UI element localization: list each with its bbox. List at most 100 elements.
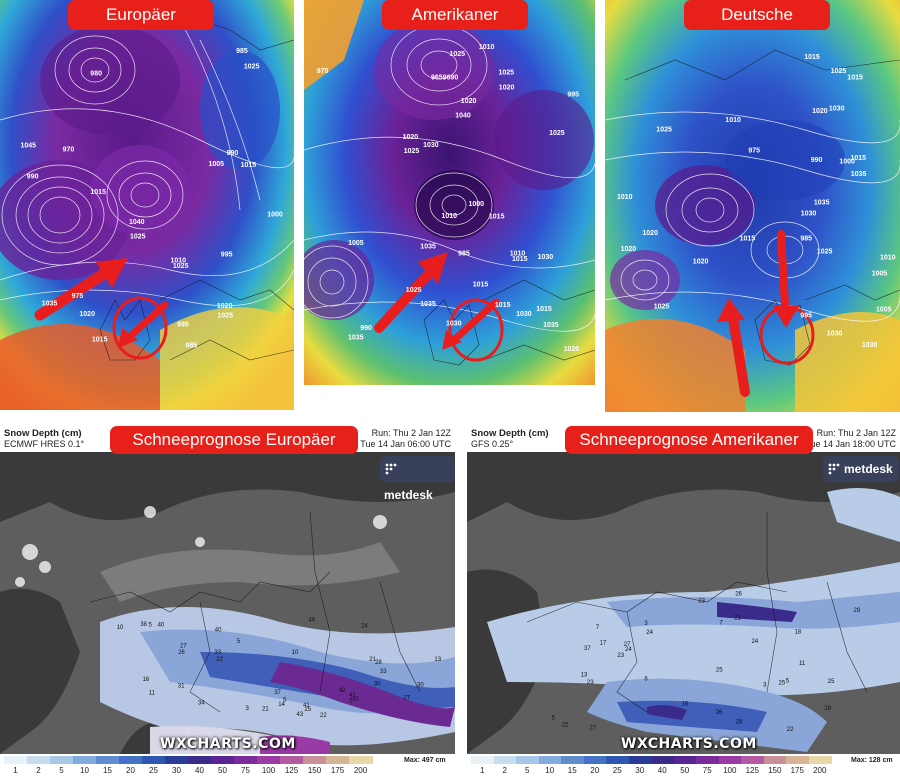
red-arrow-3 xyxy=(374,252,448,333)
america-isobar-label-31: 1035 xyxy=(420,244,436,251)
snow-right-value-11: 29 xyxy=(854,608,861,614)
snow-right-colorbar-ticks: 1 2 5 10 15 20 25 30 40 50 75 100 125 150 175 200 xyxy=(471,766,831,776)
snow-left-colorbar xyxy=(4,756,373,764)
snow-right-value-23: 26 xyxy=(735,592,742,598)
metdesk-text-right: metdesk xyxy=(844,462,893,476)
colorbar-segment xyxy=(211,756,235,764)
america-isobar-label-2: 1000 xyxy=(469,201,485,208)
germany-isobar-label-9: 1030 xyxy=(827,331,843,338)
colorbar-tick-label: 200 xyxy=(813,766,827,775)
snow-right-value-16: 21 xyxy=(734,616,741,622)
europe-isobar-label-22: 1015 xyxy=(92,336,108,343)
america-map-graphic: 1035103010009859659690101010151025103010… xyxy=(304,0,595,385)
snow-left-value-3: 10 xyxy=(117,625,124,631)
america-label: Amerikaner xyxy=(382,0,528,30)
colorbar-tick-label: 2 xyxy=(502,766,507,775)
america-isobar-label-7: 1025 xyxy=(499,69,515,76)
snow-left-value-25: 34 xyxy=(198,700,205,706)
germany-isobar-label-4: 995 xyxy=(800,312,812,319)
colorbar-segment xyxy=(257,756,281,764)
germany-isobar-label-7: 975 xyxy=(748,147,760,154)
america-isobar-label-19: 995 xyxy=(567,91,579,98)
germany-isobar-label-21: 1010 xyxy=(617,194,633,201)
snow-right-value-12: 22 xyxy=(787,727,794,733)
snow-left-value-2: 10 xyxy=(292,650,299,656)
red-arrow-6 xyxy=(773,230,799,328)
snow-left-value-26: 46 xyxy=(309,617,316,623)
snow-left-value-12: 21 xyxy=(262,707,269,713)
snow-left-value-11: 27 xyxy=(403,696,410,702)
america-isobar-label-21: 990 xyxy=(360,325,372,332)
snow-right-value-27: 3 xyxy=(644,621,648,627)
colorbar-segment xyxy=(326,756,350,764)
snow-left-colorbar-ticks: 1 2 5 10 15 20 25 30 40 50 75 100 125 150 175 200 xyxy=(4,766,372,776)
europe-isobar-label-5: 995 xyxy=(177,322,189,329)
colorbar-segment xyxy=(4,756,28,764)
germany-isobar-label-14: 1020 xyxy=(693,259,709,266)
europe-isobar-label-6: 1000 xyxy=(267,212,283,219)
colorbar-tick-label: 15 xyxy=(103,766,112,775)
colorbar-segment xyxy=(96,756,120,764)
america-isobar-label-25: 1020 xyxy=(499,85,515,92)
america-isobar-label-15: 1020 xyxy=(403,134,419,141)
europe-isobar-label-8: 1025 xyxy=(130,234,146,241)
snow-right-value-4: 17 xyxy=(600,641,607,647)
germany-isobar-label-11: 1030 xyxy=(801,211,817,218)
europe-isobar-label-11: 1045 xyxy=(21,142,37,149)
europe-isobar-label-19: 1015 xyxy=(241,162,257,169)
snow-left-value-6: 14 xyxy=(278,702,285,708)
snow-right-value-6: 18 xyxy=(795,630,802,636)
colorbar-segment xyxy=(234,756,258,764)
europe-isobar-label-18: 995 xyxy=(221,252,233,259)
red-circle-2 xyxy=(448,298,504,362)
snow-left-run: Run: Thu 2 Jan 12Z xyxy=(371,428,451,438)
germany-isobar-label-23: 1015 xyxy=(804,54,820,61)
colorbar-tick-label: 125 xyxy=(284,766,299,775)
colorbar-segment xyxy=(786,756,810,764)
europe-label: Europäer xyxy=(68,0,214,30)
snow-left-value-24: 41 xyxy=(303,703,310,709)
germany-isobar-label-17: 1020 xyxy=(642,230,658,237)
snow-right-run: Run: Thu 2 Jan 12Z xyxy=(816,428,896,438)
snow-left-value-9: 27 xyxy=(180,644,187,650)
america-isobar-label-17: 1005 xyxy=(348,240,364,247)
wxcharts-watermark-left: WXCHARTS.COM xyxy=(160,736,296,752)
snow-left-value-33: 37 xyxy=(274,690,281,696)
colorbar-tick-label: 40 xyxy=(195,766,204,775)
america-isobar-label-30: 1035 xyxy=(543,322,559,329)
colorbar-tick-label: 30 xyxy=(172,766,181,775)
colorbar-segment xyxy=(165,756,189,764)
red-arrow-2 xyxy=(118,301,169,348)
red-circle-3 xyxy=(759,305,815,365)
america-isobar-label-9: 1025 xyxy=(406,287,422,294)
colorbar-tick-label: 175 xyxy=(330,766,345,775)
europe-map-graphic: 985 980 975 970 990 995 1000 1015 1025 1020 1035 10… xyxy=(0,0,294,410)
america-isobar-label-1: 1030 xyxy=(538,254,554,261)
colorbar-segment xyxy=(516,756,540,764)
germany-isobar-label-26: 1025 xyxy=(656,126,672,133)
germany-isobar-label-1: 1010 xyxy=(880,254,896,261)
snow-right-value-0: 7 xyxy=(719,621,723,627)
colorbar-segment xyxy=(808,756,832,764)
colorbar-tick-label: 125 xyxy=(745,766,759,775)
colorbar-tick-label: 150 xyxy=(768,766,782,775)
america-isobar-label-24: 1015 xyxy=(512,256,528,263)
germany-isobar-label-25: 1025 xyxy=(654,304,670,311)
america-isobar-label-22: 1030 xyxy=(446,321,462,328)
snow-left-value-29: 33 xyxy=(214,650,221,656)
snow-right-value-3: 13 xyxy=(581,672,588,678)
colorbar-tick-label: 5 xyxy=(59,766,64,775)
snow-left-value-27: 43 xyxy=(297,712,304,718)
snow-left-value-17: 41 xyxy=(353,697,360,703)
america-isobar-label-29: 1015 xyxy=(473,282,489,289)
colorbar-segment xyxy=(628,756,652,764)
colorbar-tick-label: 1 xyxy=(480,766,485,775)
colorbar-segment xyxy=(718,756,742,764)
america-isobar-label-12: 1035 xyxy=(420,301,436,308)
colorbar-tick-label: 50 xyxy=(680,766,690,775)
snow-left-value-16: 47 xyxy=(349,693,356,699)
colorbar-tick-label: 25 xyxy=(612,766,622,775)
europe-isobar-label-7: 1015 xyxy=(90,189,106,196)
germany-map-graphic: 985 1010 1000 1005 995 1030 1015 975 1005 1030 103… xyxy=(605,0,900,412)
europe-isobar-labels: 985 980 975 970 990 995 1000 1015 1025 1020 1035 10… xyxy=(21,48,283,350)
